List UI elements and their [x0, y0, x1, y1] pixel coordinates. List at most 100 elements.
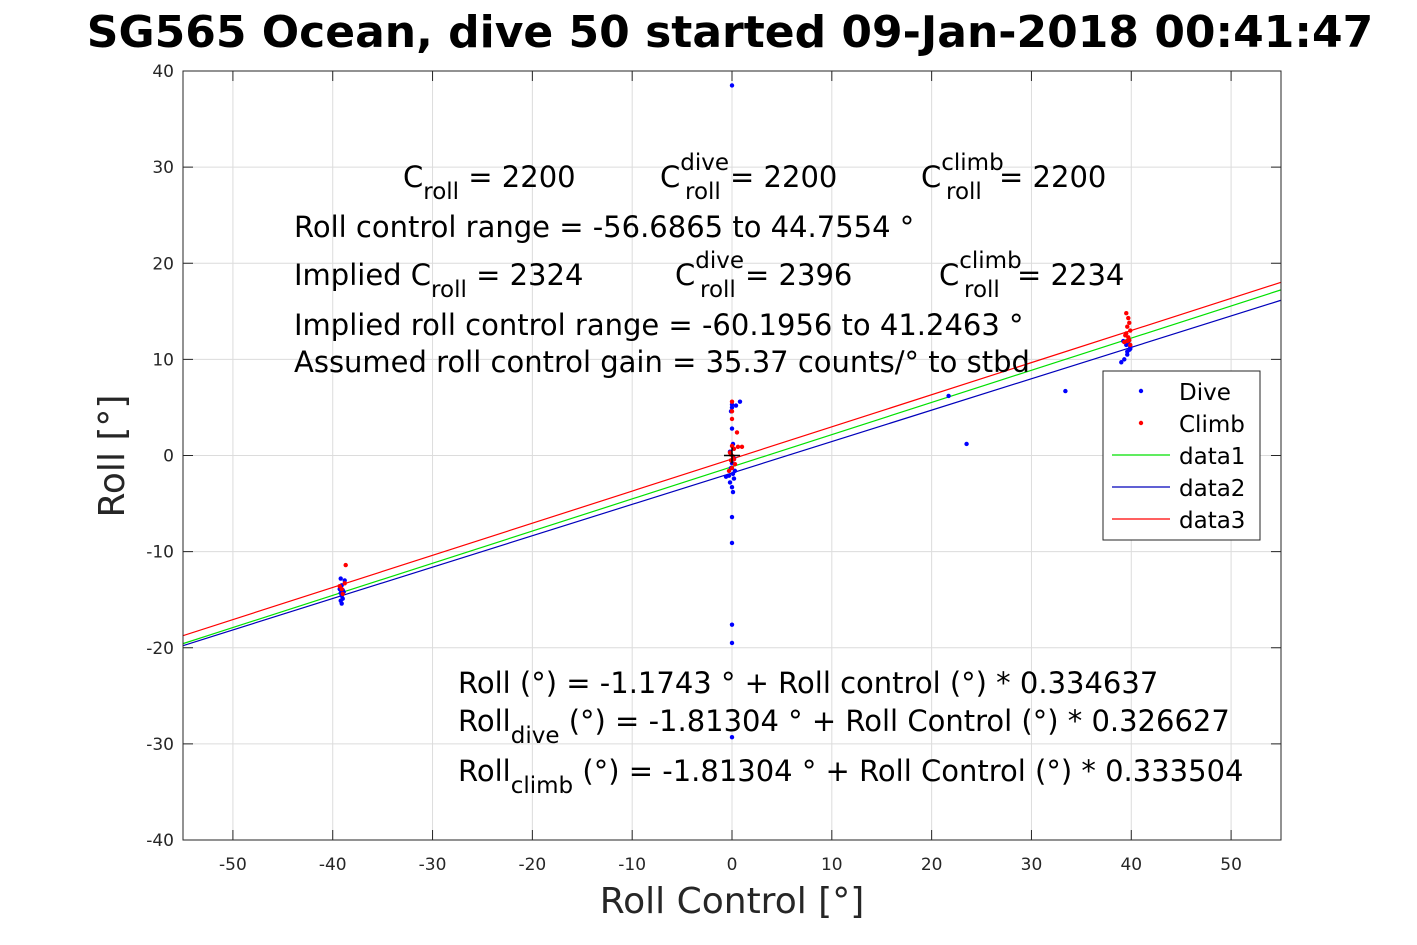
dive-point — [729, 514, 735, 520]
climb-point — [731, 457, 737, 462]
climb-point — [1128, 328, 1133, 333]
climb-point — [1126, 315, 1131, 321]
y-tick-label: -20 — [146, 639, 174, 659]
dive-point — [730, 489, 736, 495]
x-tick-label: 20 — [921, 855, 943, 875]
dive-point — [737, 399, 743, 404]
legend-label: data2 — [1179, 476, 1245, 502]
legend-marker-climb — [1138, 420, 1144, 426]
dive-point — [732, 468, 738, 474]
x-tick-label: 30 — [1021, 855, 1043, 875]
climb-point — [1125, 338, 1130, 344]
dive-point — [729, 540, 735, 546]
climb-point — [729, 416, 735, 422]
annotation-implied-range: Implied roll control range = -60.1956 to… — [294, 308, 1024, 342]
climb-point — [726, 468, 732, 474]
dive-point — [729, 83, 735, 88]
x-tick-label: 50 — [1220, 855, 1242, 875]
dive-point — [964, 441, 969, 447]
annotation-implied-c-climb: Cclimb — [939, 248, 1022, 292]
annotation-c-roll-dive: Cdive — [660, 150, 729, 194]
climb-point — [734, 430, 740, 435]
dive-point — [729, 734, 735, 740]
dive-point — [723, 474, 729, 479]
y-tick-label: -10 — [146, 543, 174, 563]
dive-point — [729, 485, 735, 490]
legend-label: data1 — [1179, 444, 1245, 470]
annotation-fit-climb: Rollclimb (°) = -1.81304 ° + Roll Contro… — [458, 754, 1243, 799]
annotations: Croll = 2200 Cdive roll = 2200 Cclimb ro… — [294, 150, 1243, 799]
y-tick-label: 40 — [152, 62, 174, 82]
legend: Dive Climb data1 data2 data3 — [1102, 370, 1261, 541]
dive-point — [729, 426, 735, 431]
climb-point — [342, 581, 347, 586]
dive-point — [729, 640, 735, 646]
legend-label: data3 — [1179, 508, 1245, 534]
climb-point — [731, 446, 737, 451]
dive-point — [946, 393, 951, 399]
climb-point — [339, 586, 344, 592]
x-tick-label: -50 — [219, 855, 247, 875]
climb-point — [1127, 320, 1132, 326]
annotation-gain: Assumed roll control gain = 35.37 counts… — [294, 345, 1030, 379]
tick-labels: -50 -40 -30 -20 -10 0 10 20 30 40 50 -40 -30 -20 -10 0 1… — [146, 62, 1242, 875]
annotation-implied-c-dive-sub: roll = 2396 — [700, 258, 852, 303]
climb-point — [1125, 324, 1130, 329]
annotation-implied-c-dive: Cdive — [675, 248, 744, 292]
dive-point — [1063, 388, 1068, 394]
x-tick-label: 0 — [727, 855, 738, 875]
x-tick-label: 10 — [821, 855, 843, 875]
climb-point — [735, 444, 741, 450]
x-tick-label: -20 — [518, 855, 546, 875]
climb-point — [739, 444, 745, 450]
legend-label: Climb — [1179, 412, 1245, 438]
dive-point — [1125, 349, 1130, 354]
chart-title: SG565 Ocean, dive 50 started 09-Jan-2018… — [87, 7, 1373, 58]
y-axis-label: Roll [°] — [92, 395, 133, 518]
y-tick-label: 30 — [152, 158, 174, 178]
legend-marker-dive — [1138, 388, 1144, 394]
dive-point — [727, 480, 733, 485]
x-tick-label: -40 — [319, 855, 347, 875]
dive-point — [731, 476, 737, 481]
annotation-c-roll-climb: Cclimb — [921, 150, 1004, 194]
annotation-fit-all: Roll (°) = -1.1743 ° + Roll control (°) … — [458, 666, 1158, 700]
climb-point — [1123, 333, 1128, 338]
ticks — [183, 70, 1281, 841]
x-tick-label: 40 — [1120, 855, 1142, 875]
x-axis-label: Roll Control [°] — [600, 881, 865, 922]
dive-point — [1119, 360, 1124, 365]
annotation-c-roll: Croll = 2200 — [403, 160, 576, 205]
climb-point — [729, 399, 735, 404]
data-points — [337, 83, 1133, 740]
climb-point — [729, 465, 735, 471]
annotation-c-roll-climb-sub: roll = 2200 — [946, 160, 1106, 205]
x-tick-label: -10 — [618, 855, 646, 875]
annotation-implied-c-roll: Implied Croll = 2324 — [294, 258, 583, 303]
y-tick-label: 0 — [163, 447, 174, 467]
dive-point — [339, 601, 344, 606]
dive-point — [733, 403, 739, 408]
x-tick-label: -30 — [419, 855, 447, 875]
dive-point — [729, 405, 735, 410]
y-tick-label: -40 — [146, 831, 174, 851]
annotation-implied-c-climb-sub: roll = 2234 — [964, 258, 1124, 303]
climb-point — [340, 591, 345, 597]
annotation-c-roll-dive-sub: roll = 2200 — [685, 160, 837, 205]
annotation-roll-control-range: Roll control range = -56.6865 to 44.7554… — [294, 210, 914, 244]
annotation-fit-dive: Rolldive (°) = -1.81304 ° + Roll Control… — [458, 704, 1230, 749]
climb-point — [732, 461, 738, 467]
y-tick-label: -30 — [146, 735, 174, 755]
legend-label: Dive — [1179, 380, 1231, 406]
dive-point — [338, 576, 343, 581]
dive-point — [729, 622, 735, 627]
dive-point — [1128, 346, 1133, 352]
dive-point — [1122, 357, 1127, 362]
y-tick-label: 20 — [152, 254, 174, 274]
climb-point — [729, 409, 735, 414]
climb-point — [343, 562, 348, 568]
y-tick-label: 10 — [152, 350, 174, 370]
climb-point — [1124, 311, 1129, 316]
climb-point — [1128, 342, 1133, 348]
